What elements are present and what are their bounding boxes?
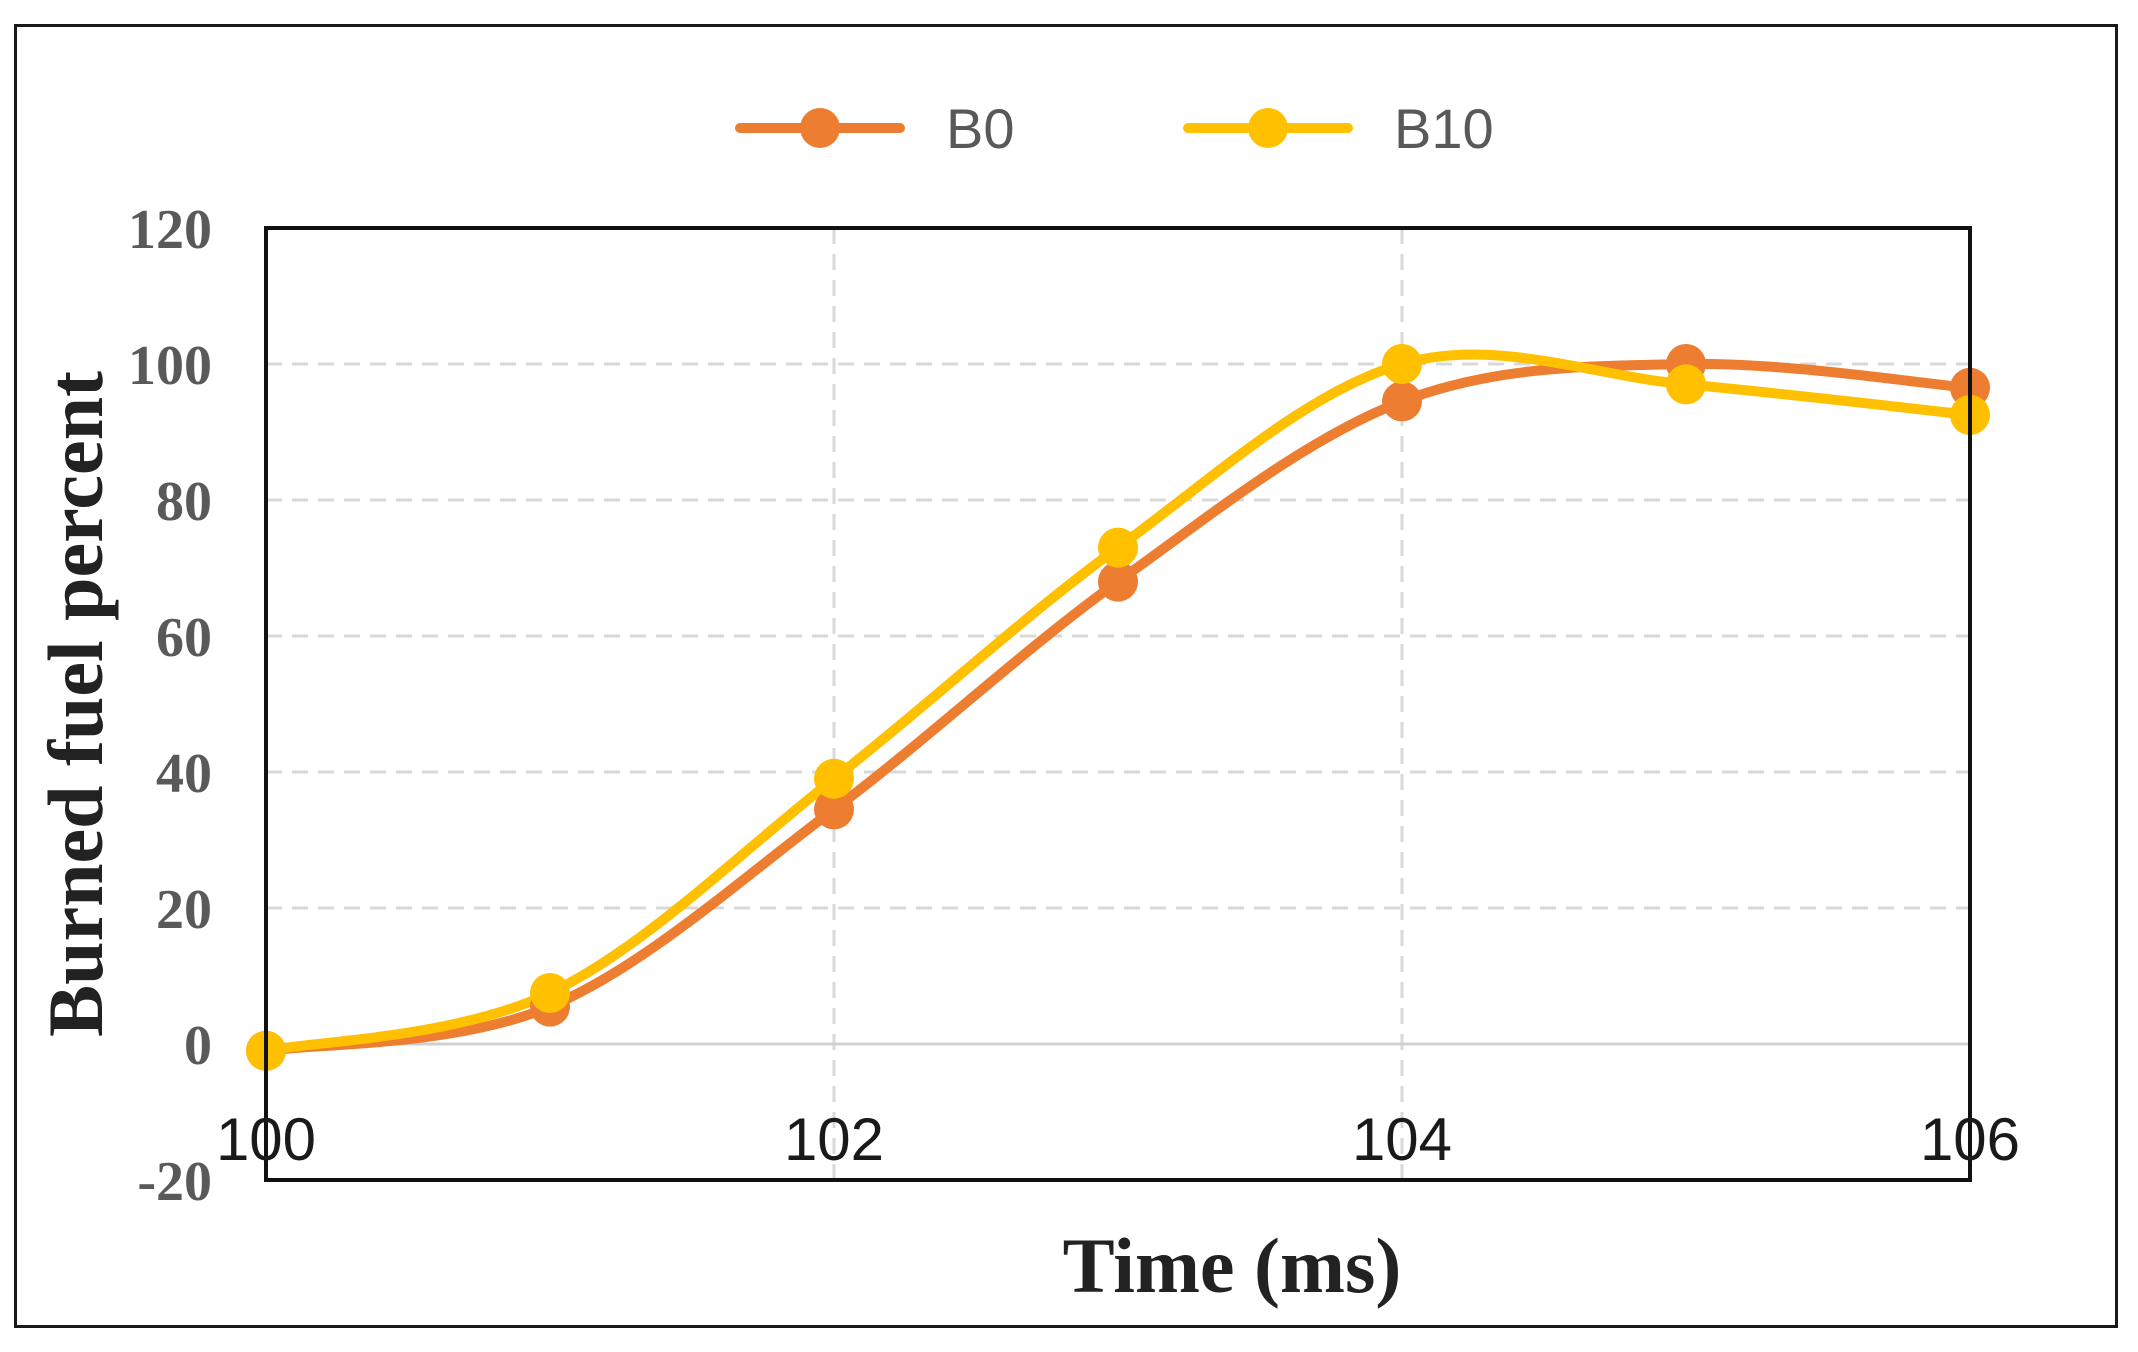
data-point-b10 bbox=[1666, 364, 1706, 405]
x-tick-labels: 100 102 104 106 bbox=[216, 1106, 2020, 1173]
x-tick-label: 102 bbox=[784, 1106, 884, 1173]
data-point-b10 bbox=[530, 973, 570, 1013]
x-tick-label: 106 bbox=[1920, 1106, 2020, 1173]
data-point-b10 bbox=[1382, 344, 1422, 384]
data-point-b0 bbox=[814, 789, 854, 830]
y-tick-label: 100 bbox=[128, 335, 212, 397]
y-tick-label: 80 bbox=[156, 471, 212, 533]
data-point-b0 bbox=[1382, 381, 1422, 422]
plot-area-border bbox=[264, 226, 1972, 1182]
data-point-b0 bbox=[1098, 561, 1138, 602]
data-point-b10 bbox=[814, 758, 854, 799]
y-tick-label: 60 bbox=[156, 607, 212, 669]
chart-frame bbox=[14, 24, 2118, 1328]
series-line-b10 bbox=[261, 349, 1975, 1056]
legend-label-b10: B10 bbox=[1394, 97, 1494, 160]
series-lines bbox=[261, 349, 1975, 1056]
y-axis-title: Burned fuel percent bbox=[32, 371, 119, 1037]
legend-swatch-marker-b0 bbox=[800, 108, 840, 148]
series-line-b0 bbox=[261, 358, 1975, 1056]
x-tick-label: 100 bbox=[216, 1106, 316, 1173]
legend-swatch-marker-b10 bbox=[1248, 108, 1288, 148]
legend-label-b0: B0 bbox=[946, 97, 1015, 160]
series-points bbox=[246, 344, 1990, 1071]
x-tick-label: 104 bbox=[1352, 1106, 1452, 1173]
y-tick-label: 120 bbox=[128, 199, 212, 261]
y-tick-label: 0 bbox=[184, 1015, 212, 1077]
y-tick-labels: 120 100 80 60 40 20 0 -20 bbox=[128, 199, 212, 1213]
legend: B0 B10 bbox=[735, 97, 1494, 160]
x-axis-title: Time (ms) bbox=[1063, 1222, 1402, 1309]
y-tick-label: 20 bbox=[156, 879, 212, 941]
y-tick-label: -20 bbox=[137, 1151, 212, 1213]
grid-lines bbox=[266, 228, 1970, 1180]
data-point-b10 bbox=[1098, 527, 1138, 568]
y-tick-label: 40 bbox=[156, 743, 212, 805]
